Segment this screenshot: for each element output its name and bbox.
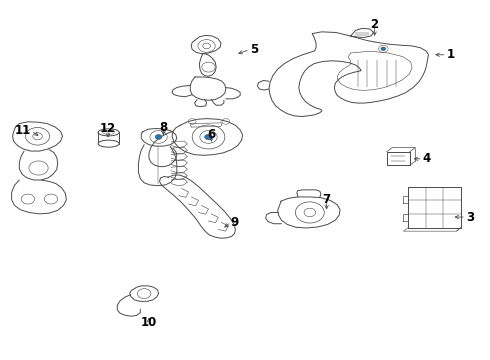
Text: 2: 2 [370,18,379,31]
Text: 8: 8 [159,121,168,134]
Text: 12: 12 [100,122,116,135]
Circle shape [381,47,386,50]
Circle shape [205,134,212,140]
Text: 6: 6 [207,128,216,141]
Circle shape [155,135,162,139]
Ellipse shape [98,140,119,147]
Text: 7: 7 [322,193,331,206]
Text: 10: 10 [141,316,157,329]
Text: 5: 5 [250,43,258,56]
Text: 4: 4 [423,152,431,165]
Text: 3: 3 [466,211,474,224]
Text: 11: 11 [15,124,31,137]
Text: 1: 1 [447,48,455,61]
Text: 9: 9 [231,216,239,229]
